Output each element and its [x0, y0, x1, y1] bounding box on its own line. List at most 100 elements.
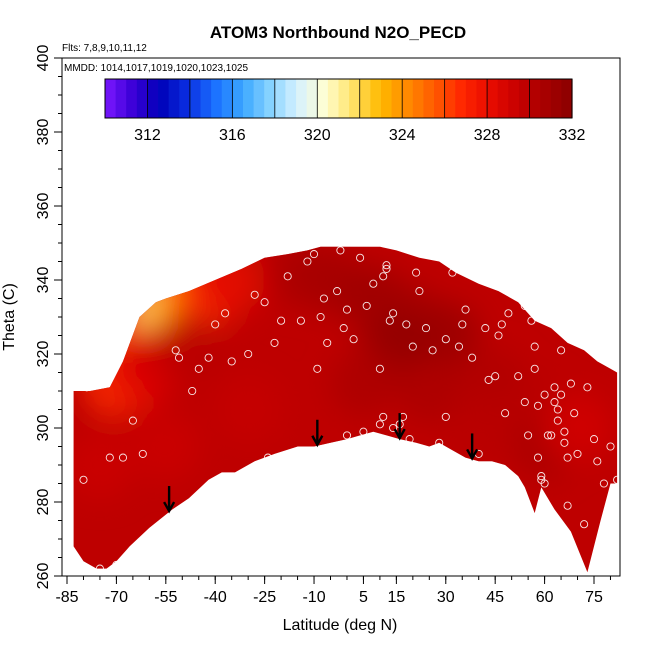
- edge-cell: [108, 563, 113, 568]
- surface-blob: [329, 349, 398, 418]
- edge-cell: [613, 408, 618, 413]
- colorbar-swatch: [338, 79, 350, 118]
- flight-arrow: [311, 419, 324, 448]
- colorbar-tick-label: 320: [304, 127, 331, 144]
- edge-cell: [118, 368, 123, 373]
- sample-point: [303, 257, 312, 266]
- sample-point: [580, 520, 589, 529]
- sample-point: [211, 320, 220, 329]
- sample-point: [530, 364, 539, 373]
- flight-arrow: [466, 433, 479, 461]
- colorbar-swatch: [189, 79, 202, 118]
- sample-point: [283, 272, 292, 281]
- flight-arrow: [393, 413, 406, 441]
- sample-point: [277, 316, 286, 325]
- sample-point: [95, 564, 104, 573]
- colorbar-swatch: [179, 79, 191, 118]
- sample-point: [563, 501, 572, 510]
- sample-point: [362, 301, 371, 310]
- colorbar-swatch: [444, 79, 456, 118]
- edge-cell: [463, 273, 468, 278]
- colorbar-swatch: [126, 79, 138, 118]
- edge-cell: [613, 468, 618, 473]
- sample-point: [501, 409, 510, 418]
- chart-title: ATOM3 Northbound N2O_PECD: [210, 23, 466, 42]
- edge-cell: [98, 388, 103, 393]
- sample-point: [379, 412, 388, 421]
- edge-cell: [373, 243, 378, 248]
- edge-cell: [78, 388, 83, 393]
- edge-cell: [283, 448, 288, 453]
- surface-blob: [214, 375, 283, 444]
- colorbar-tick-label: 324: [389, 127, 416, 144]
- colorbar-swatch: [264, 79, 276, 118]
- sample-point: [296, 316, 305, 325]
- edge-cell: [158, 298, 163, 303]
- sample-point: [323, 338, 332, 347]
- colorbar-swatch: [465, 79, 478, 118]
- edge-cell: [273, 253, 278, 258]
- edge-cell: [348, 243, 353, 248]
- sample-point: [441, 335, 450, 344]
- surface-blob: [395, 357, 464, 425]
- sample-point: [520, 301, 529, 310]
- sample-point: [560, 438, 569, 447]
- sample-point: [270, 338, 279, 347]
- edge-cell: [608, 368, 613, 373]
- sample-point: [382, 264, 391, 273]
- surface-blob: [131, 412, 200, 481]
- edge-cell: [133, 328, 138, 333]
- sample-point: [533, 453, 543, 462]
- edge-cell: [143, 313, 148, 318]
- edge-cell: [148, 528, 153, 533]
- edge-cell: [593, 543, 598, 548]
- x-tick-label: -85: [55, 589, 78, 606]
- sample-point: [606, 442, 615, 451]
- sample-point: [527, 316, 536, 325]
- edge-cell: [568, 523, 573, 528]
- flights-label: Flts: 7,8,9,10,11,12: [62, 43, 147, 54]
- sample-point: [128, 416, 137, 425]
- edge-cell: [123, 353, 128, 358]
- edge-cell: [208, 278, 213, 283]
- edge-cell: [558, 333, 563, 338]
- edge-cell: [78, 553, 83, 558]
- edge-cell: [243, 263, 248, 268]
- edge-cell: [233, 268, 238, 273]
- edge-cell: [438, 258, 443, 263]
- edge-cell: [268, 253, 273, 258]
- edge-cell: [588, 563, 593, 568]
- edge-cell: [573, 543, 578, 548]
- sample-point: [428, 346, 437, 355]
- edge-cell: [603, 363, 608, 368]
- edge-cell: [218, 278, 223, 283]
- x-tick-label: -70: [105, 589, 128, 606]
- edge-cell: [273, 453, 278, 458]
- edge-cell: [298, 443, 303, 448]
- edge-cell: [488, 458, 493, 463]
- edge-cell: [443, 263, 448, 268]
- edge-cell: [203, 483, 208, 488]
- sample-point: [540, 390, 549, 399]
- y-tick-label: 280: [35, 489, 52, 516]
- edge-cell: [108, 378, 113, 383]
- colorbar-swatch: [147, 79, 159, 118]
- edge-cell: [168, 513, 173, 518]
- sample-point: [573, 449, 582, 458]
- sample-point: [138, 449, 147, 458]
- edge-cell: [518, 473, 523, 478]
- edge-cell: [613, 463, 618, 468]
- edge-cell: [613, 403, 618, 408]
- edge-cell: [148, 308, 153, 313]
- edge-cell: [213, 278, 218, 283]
- edge-cell: [373, 428, 378, 433]
- colorbar-swatch: [211, 79, 223, 118]
- colorbar-swatch: [518, 79, 531, 118]
- edge-cell: [363, 243, 368, 248]
- flight-arrow: [163, 486, 176, 514]
- arrow-head: [393, 428, 406, 441]
- edge-cell: [258, 458, 263, 463]
- y-tick-label: 260: [35, 563, 52, 590]
- edge-cell: [188, 288, 193, 293]
- edge-cell: [183, 293, 188, 298]
